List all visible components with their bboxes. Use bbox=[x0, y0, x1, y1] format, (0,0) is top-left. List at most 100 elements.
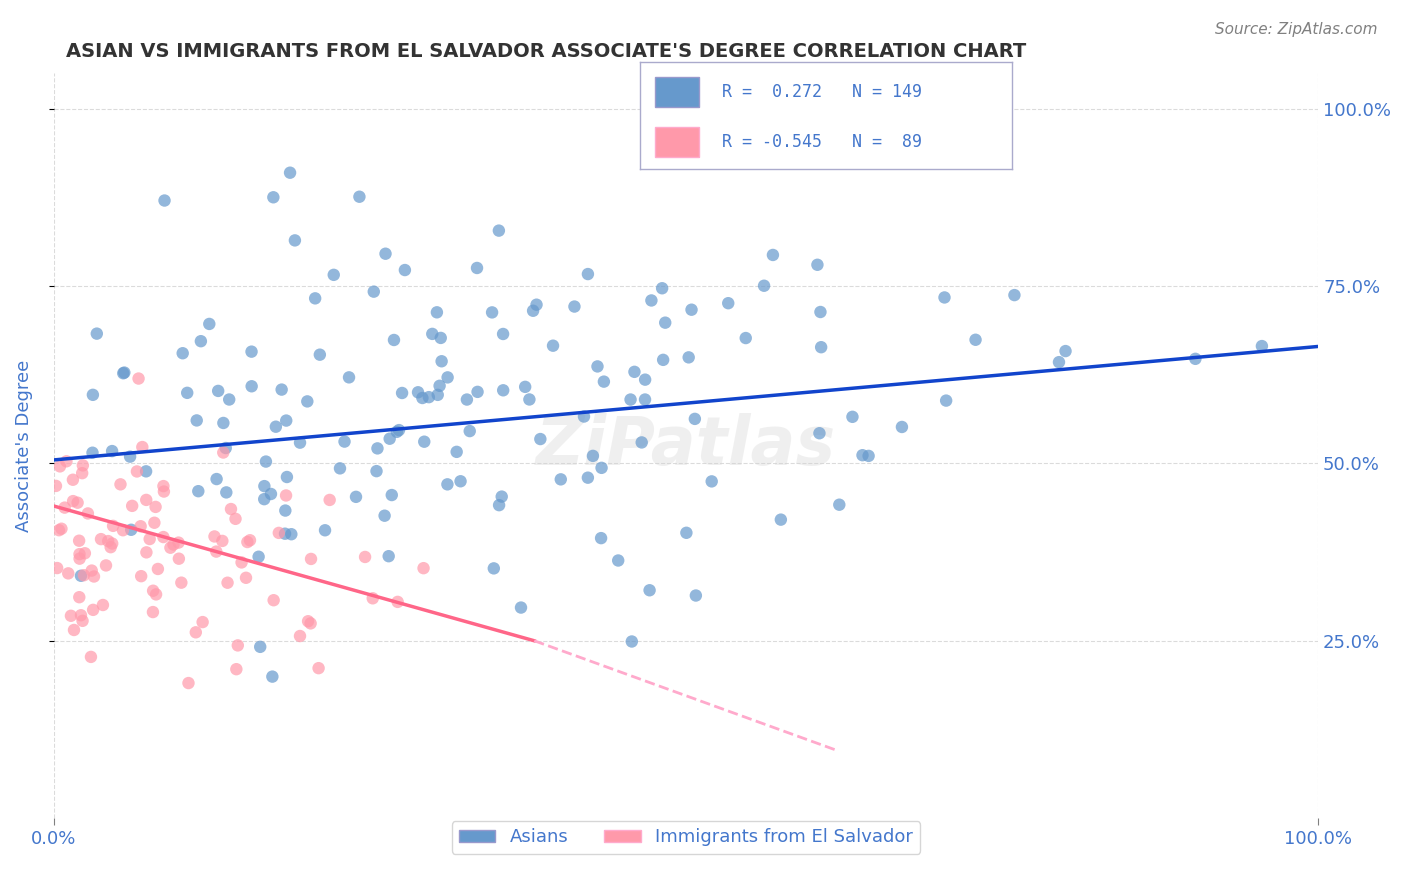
Point bbox=[640, 293, 662, 308]
Point bbox=[700, 475, 723, 489]
Point bbox=[270, 383, 292, 397]
Point bbox=[235, 571, 257, 585]
Point bbox=[385, 425, 408, 439]
Point bbox=[153, 484, 176, 499]
Point bbox=[377, 549, 399, 564]
Point bbox=[128, 371, 150, 385]
Point bbox=[515, 380, 537, 394]
Point bbox=[236, 535, 259, 549]
Point bbox=[253, 479, 276, 493]
Point bbox=[58, 566, 80, 581]
Point bbox=[297, 614, 319, 628]
Point bbox=[450, 475, 472, 489]
Point bbox=[53, 500, 76, 515]
Point bbox=[254, 454, 277, 468]
Point bbox=[890, 420, 912, 434]
Point bbox=[153, 194, 176, 208]
Point bbox=[456, 392, 478, 407]
Point bbox=[394, 263, 416, 277]
Point bbox=[810, 305, 832, 319]
Point bbox=[678, 351, 700, 365]
Point bbox=[205, 472, 228, 486]
Point bbox=[184, 625, 207, 640]
Point bbox=[762, 248, 785, 262]
Point bbox=[176, 385, 198, 400]
Point bbox=[418, 390, 440, 404]
Point bbox=[135, 545, 157, 559]
Point bbox=[62, 473, 84, 487]
Point bbox=[145, 587, 167, 601]
Point bbox=[135, 464, 157, 478]
Point bbox=[172, 346, 194, 360]
Point bbox=[467, 384, 489, 399]
Point bbox=[344, 490, 367, 504]
Point bbox=[46, 561, 69, 575]
Point bbox=[591, 531, 613, 545]
Point bbox=[274, 526, 297, 541]
Point bbox=[378, 432, 401, 446]
Point bbox=[86, 326, 108, 341]
Point bbox=[152, 479, 174, 493]
Point bbox=[101, 536, 124, 550]
Point bbox=[97, 534, 120, 549]
Point bbox=[77, 507, 100, 521]
Point bbox=[734, 331, 756, 345]
Point bbox=[66, 496, 89, 510]
Point bbox=[638, 583, 661, 598]
Point bbox=[51, 522, 73, 536]
Point bbox=[239, 533, 262, 548]
Point bbox=[146, 562, 169, 576]
Point bbox=[217, 575, 239, 590]
Point bbox=[59, 608, 82, 623]
Point bbox=[299, 616, 322, 631]
Point bbox=[288, 435, 311, 450]
Point bbox=[675, 525, 697, 540]
Point bbox=[62, 494, 84, 508]
Point bbox=[406, 385, 429, 400]
Point bbox=[426, 388, 449, 402]
Point bbox=[167, 551, 190, 566]
Point bbox=[72, 458, 94, 473]
Point bbox=[411, 391, 433, 405]
Point bbox=[211, 533, 233, 548]
Point bbox=[586, 359, 609, 374]
Point bbox=[429, 379, 451, 393]
Point bbox=[82, 603, 104, 617]
Point bbox=[69, 547, 91, 561]
Point bbox=[240, 379, 263, 393]
Point bbox=[430, 354, 453, 368]
Point bbox=[262, 190, 284, 204]
Point bbox=[333, 434, 356, 449]
Point bbox=[205, 544, 228, 558]
Point bbox=[212, 445, 235, 459]
Point bbox=[83, 569, 105, 583]
Point bbox=[413, 434, 436, 449]
Point bbox=[436, 370, 458, 384]
FancyBboxPatch shape bbox=[655, 78, 699, 107]
Point bbox=[142, 605, 165, 619]
Point bbox=[304, 291, 326, 305]
Point bbox=[366, 442, 388, 456]
Point bbox=[1047, 355, 1070, 369]
Point bbox=[950, 105, 973, 120]
Point bbox=[717, 296, 740, 310]
Point bbox=[620, 634, 643, 648]
Point bbox=[177, 676, 200, 690]
Point bbox=[70, 466, 93, 480]
Point bbox=[138, 532, 160, 546]
Point bbox=[207, 384, 229, 398]
Point bbox=[73, 568, 96, 582]
Point bbox=[685, 589, 707, 603]
Point bbox=[129, 569, 152, 583]
Point bbox=[318, 492, 340, 507]
Point bbox=[101, 444, 124, 458]
Point bbox=[170, 575, 193, 590]
Point bbox=[63, 623, 86, 637]
Point bbox=[651, 281, 673, 295]
Point bbox=[619, 392, 641, 407]
Point bbox=[82, 388, 104, 402]
Point bbox=[541, 339, 564, 353]
Point bbox=[374, 246, 396, 260]
Text: ZiPatlas: ZiPatlas bbox=[536, 413, 837, 479]
Point bbox=[752, 278, 775, 293]
